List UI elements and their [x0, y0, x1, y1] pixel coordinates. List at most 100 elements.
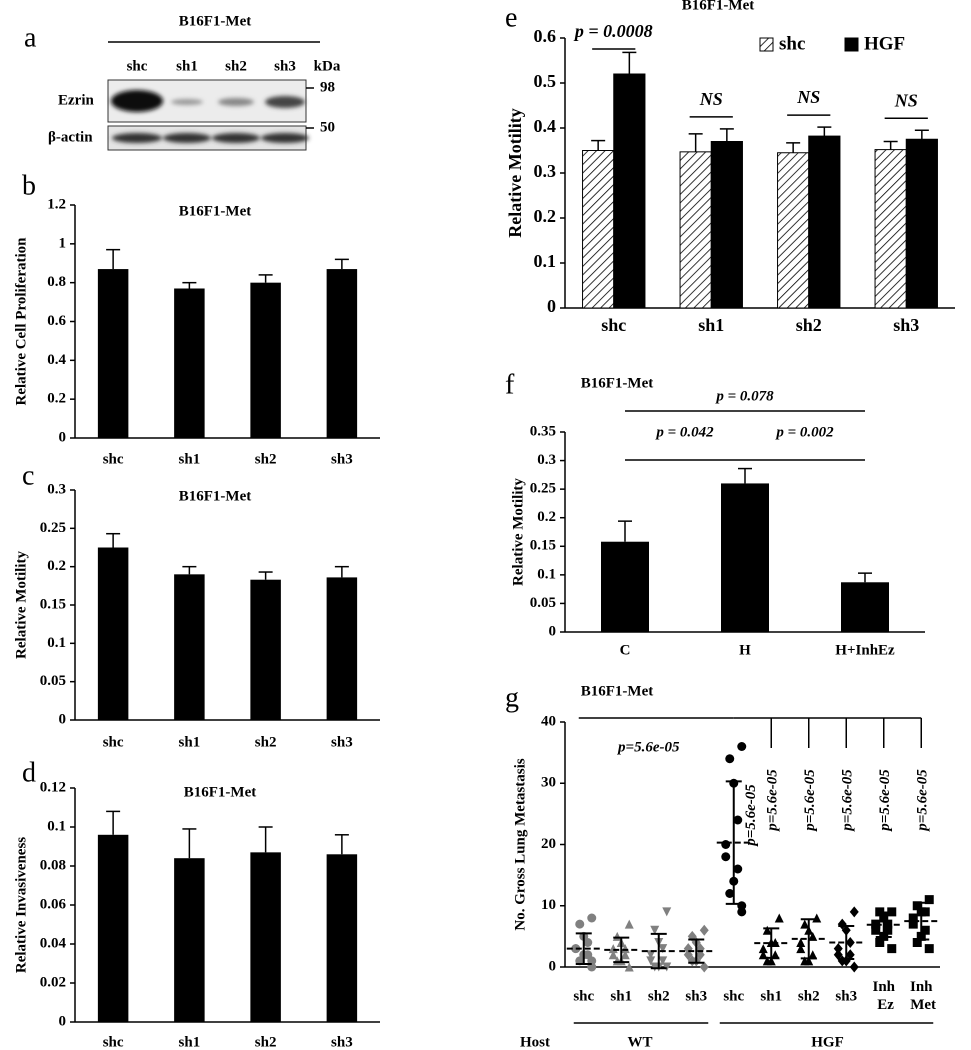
y-tick-label: 0.8 — [47, 274, 66, 290]
y-tick-label: 0.5 — [534, 71, 557, 91]
data-point — [725, 889, 735, 898]
annotation: p=5.6e-05 — [616, 739, 680, 755]
x-tick-label: sh2 — [255, 734, 277, 750]
data-point — [721, 852, 731, 862]
x-tick-label: sh1 — [179, 734, 201, 750]
y-tick-label: 0 — [547, 296, 556, 316]
data-point — [833, 943, 843, 955]
y-tick-label: 0.6 — [534, 26, 557, 46]
x-tick-label: sh2 — [796, 315, 822, 335]
data-point — [620, 950, 630, 960]
data-point — [924, 944, 934, 954]
chart-title: B16F1-Met — [581, 375, 653, 391]
data-point — [587, 913, 597, 923]
x-tick-label: Inh Met — [906, 979, 936, 1013]
data-point — [845, 949, 855, 961]
data-point — [762, 956, 772, 966]
marker-label: 98 — [320, 79, 335, 95]
legend-label: HGF — [864, 33, 905, 54]
y-tick-label: 0.35 — [530, 423, 556, 439]
y-tick-label: 0.25 — [40, 520, 66, 536]
host-label: Host — [520, 1034, 550, 1050]
x-tick-label: sh1 — [610, 988, 632, 1004]
data-point — [887, 944, 897, 954]
bar — [250, 852, 281, 1022]
annotation: p=5.6e-05 — [877, 769, 893, 833]
data-point — [774, 913, 784, 923]
y-tick-label: 0.2 — [47, 391, 66, 407]
y-tick-label: 0.4 — [534, 116, 557, 136]
x-tick-label: sh1 — [179, 451, 201, 467]
panel-letter: c — [22, 460, 34, 491]
data-point — [583, 938, 593, 947]
y-tick-label: 0.25 — [530, 481, 556, 497]
data-point — [920, 907, 930, 917]
y-tick-label: 1.2 — [47, 196, 66, 212]
data-point — [908, 919, 918, 929]
bar — [174, 858, 205, 1022]
chart-title: B16F1-Met — [184, 784, 256, 800]
y-tick-label: 0.02 — [40, 974, 66, 990]
y-axis-label: Relative Motility — [13, 551, 29, 659]
data-point — [762, 925, 772, 935]
y-tick-label: 20 — [541, 836, 556, 852]
data-point — [812, 913, 822, 923]
bar — [710, 141, 743, 309]
x-tick-label: sh2 — [798, 988, 820, 1004]
chart-title: B16F1-Met — [179, 203, 251, 219]
y-tick-label: 0.15 — [530, 538, 556, 554]
data-point — [575, 919, 585, 929]
data-point — [733, 815, 743, 825]
annotation: p=5.6e-05 — [840, 769, 856, 833]
y-tick-label: 0.08 — [40, 857, 66, 873]
bar — [841, 582, 889, 632]
data-point — [650, 962, 660, 972]
lane-label: sh1 — [176, 58, 198, 74]
y-tick-label: 0.2 — [47, 558, 66, 574]
data-point — [624, 919, 634, 929]
data-point — [912, 938, 922, 947]
data-point — [796, 944, 806, 954]
lane-label: sh2 — [225, 58, 247, 74]
x-tick-label: sh3 — [685, 988, 707, 1004]
data-point — [920, 925, 930, 935]
data-point — [646, 956, 656, 966]
x-tick-label: sh3 — [893, 315, 919, 335]
host-name: HGF — [811, 1034, 844, 1050]
panel-letter: f — [505, 369, 515, 400]
chart-title: B16F1-Met — [179, 488, 251, 504]
data-point — [658, 956, 668, 966]
data-point — [800, 919, 810, 929]
data-point — [612, 956, 622, 966]
panel-d: d B16F1-Met Relative Invasiveness 0 0.02 0.04… — [13, 757, 380, 1050]
y-tick-label: 0.1 — [534, 251, 557, 271]
data-point — [699, 924, 709, 936]
lane-label: shc — [127, 58, 148, 74]
data-point — [620, 944, 630, 954]
x-tick-label: sh3 — [331, 734, 353, 750]
x-tick-label: sh2 — [255, 1034, 277, 1050]
y-tick-label: 0.2 — [537, 509, 556, 525]
x-tick-label: shc — [573, 988, 594, 1004]
y-axis-label: No. Gross Lung Metastasis — [512, 758, 528, 930]
bar — [679, 151, 712, 309]
panel-letter: a — [24, 22, 37, 53]
bar — [874, 149, 907, 309]
x-tick-label: Inh Ez — [872, 979, 895, 1013]
x-tick-label: sh3 — [331, 1034, 353, 1050]
y-tick-label: 0.15 — [40, 596, 66, 612]
x-tick-label: shc — [103, 451, 124, 467]
y-tick-label: 0.1 — [537, 566, 556, 582]
data-point — [849, 906, 859, 918]
data-point — [608, 944, 618, 954]
bar — [777, 152, 810, 309]
y-axis-label: Relative Motility — [505, 108, 525, 237]
y-tick-label: 0.04 — [40, 935, 67, 951]
panel-letter: d — [22, 757, 36, 788]
data-point — [733, 864, 743, 874]
annotation: p = 0.042 — [654, 424, 714, 440]
annotation: p = 0.0008 — [573, 21, 653, 41]
x-tick-label: sh1 — [698, 315, 724, 335]
annotation: p=5.6e-05 — [765, 769, 781, 833]
x-tick-label: sh2 — [255, 451, 277, 467]
